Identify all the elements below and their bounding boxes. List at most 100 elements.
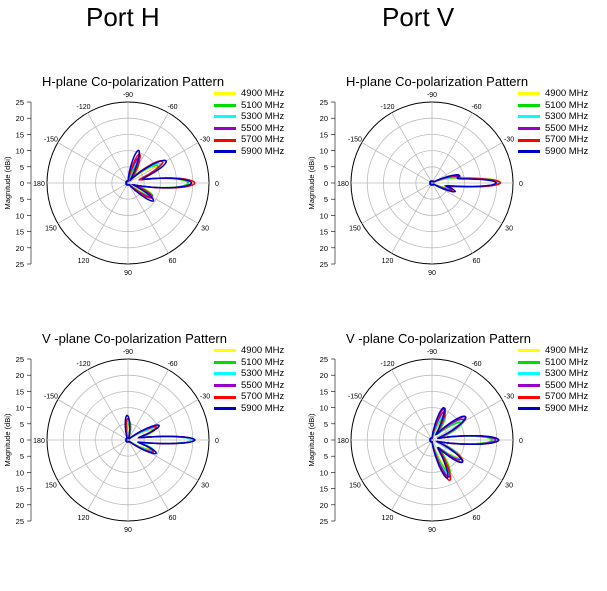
angle-label: 180 [337, 181, 349, 188]
legend-swatch [518, 127, 540, 131]
angle-label: 0 [519, 438, 523, 445]
r-tick-label: 10 [16, 147, 24, 156]
angle-label: -150 [44, 394, 58, 401]
angle-label: 60 [169, 515, 177, 522]
r-tick-label: 5 [324, 163, 328, 172]
legend-entry: 4900 MHz [518, 345, 588, 357]
panel-title: H-plane Co-polarization Pattern [42, 74, 225, 89]
angle-label: -90 [123, 92, 133, 99]
polar-plot: -90-60-300306090120150180-150-1202520151… [3, 92, 219, 277]
legend-entry: 5700 MHz [518, 134, 588, 146]
series-line [429, 406, 500, 479]
r-tick-label: 25 [320, 517, 328, 526]
angle-label: 150 [45, 226, 57, 233]
legend-label: 5700 MHz [545, 134, 589, 146]
r-tick-label: 15 [16, 130, 24, 139]
legend-swatch [518, 103, 540, 107]
polar-spoke [57, 399, 129, 441]
r-tick-label: 20 [320, 114, 328, 123]
angle-label: 150 [349, 226, 361, 233]
legend-label: 5300 MHz [545, 111, 589, 123]
legend-swatch [518, 349, 540, 353]
port-h-title: Port H [86, 2, 160, 32]
legend-label: 4900 MHz [545, 345, 589, 356]
angle-label: 120 [382, 258, 394, 265]
polar-spoke [127, 182, 199, 224]
polar-spoke [361, 142, 433, 184]
r-tick-label: 15 [320, 387, 328, 396]
r-tick-label: 25 [16, 355, 24, 364]
angle-label: 90 [428, 270, 436, 277]
angle-label: -150 [348, 394, 362, 401]
legend-label: 5900 MHz [545, 145, 589, 157]
series-line [125, 149, 193, 202]
polar-spoke [87, 182, 129, 254]
angle-label: 120 [78, 258, 90, 265]
r-tick-label: 5 [20, 420, 24, 429]
legend-label: 4900 MHz [241, 88, 285, 99]
panel-2: H-plane Co-polarization Pattern -90 -60 -3… [304, 74, 604, 334]
r-tick-label: 15 [16, 387, 24, 396]
legend-swatch [214, 150, 236, 154]
legend-entry: 4900 MHz [214, 345, 284, 357]
angle-label: 60 [473, 515, 481, 522]
angle-label: 180 [33, 438, 45, 445]
polar-plot: -90-60-300306090120150180-150-1202520151… [307, 92, 523, 277]
legend-entry: 5700 MHz [214, 134, 284, 146]
angle-label: -30 [200, 394, 210, 401]
r-tick-label: 15 [320, 485, 328, 494]
angle-label: -30 [504, 137, 514, 144]
legend-swatch [518, 115, 540, 119]
r-tick-label: 20 [16, 114, 24, 123]
angle-label: 30 [505, 226, 513, 233]
legend: 4900 MHz 5100 MHz 5300 MHz 5500 MHz 5700 MHz… [214, 88, 284, 158]
polar-spoke [127, 182, 169, 254]
angle-label: -30 [504, 394, 514, 401]
r-tick-label: 10 [16, 404, 24, 413]
legend-label: 5700 MHz [545, 391, 589, 403]
angle-label: -120 [76, 104, 90, 111]
r-tick-label: 5 [20, 163, 24, 172]
angle-label: 0 [215, 438, 219, 445]
r-tick-label: 5 [20, 452, 24, 461]
legend-label: 5100 MHz [545, 356, 589, 368]
panel-3: V -plane Co-polarization Pattern -90 -60 -… [0, 331, 300, 591]
polar-spoke [361, 439, 433, 481]
polar-spoke [431, 399, 503, 441]
r-tick-label: 15 [16, 485, 24, 494]
panel-title: H-plane Co-polarization Pattern [346, 74, 529, 89]
legend-label: 5900 MHz [545, 402, 589, 414]
legend-swatch [518, 395, 540, 399]
angle-label: -90 [123, 349, 133, 356]
angle-label: -90 [427, 349, 437, 356]
r-tick-label: 10 [320, 211, 328, 220]
angle-label: -30 [200, 137, 210, 144]
polar-plot: -90-60-300306090120150180-150-1202520151… [307, 349, 523, 534]
legend: 4900 MHz 5100 MHz 5300 MHz 5500 MHz 5700 MHz… [518, 345, 588, 415]
r-tick-label: 20 [320, 244, 328, 253]
polar-spoke [391, 439, 433, 511]
legend-swatch [518, 150, 540, 154]
series-line [429, 174, 498, 193]
r-tick-label: 20 [16, 244, 24, 253]
r-tick-label: 5 [324, 420, 328, 429]
legend-entry: 5900 MHz [214, 146, 284, 158]
r-tick-label: 0 [324, 179, 328, 188]
legend-label: 5700 MHz [241, 134, 285, 146]
angle-label: 90 [428, 527, 436, 534]
legend-entry: 5500 MHz [518, 380, 588, 392]
legend-swatch [518, 407, 540, 411]
legend-swatch [518, 384, 540, 388]
legend-swatch [214, 395, 236, 399]
angle-label: 30 [201, 226, 209, 233]
legend-entry: 5100 MHz [518, 100, 588, 112]
polar-spoke [87, 369, 129, 441]
angle-label: 30 [201, 483, 209, 490]
polar-spoke [57, 182, 129, 224]
angle-label: 150 [349, 483, 361, 490]
angle-label: 180 [33, 181, 45, 188]
y-axis-label: Magnitude (dBi) [3, 413, 12, 466]
legend-entry: 5300 MHz [518, 368, 588, 380]
legend-entry: 5500 MHz [214, 123, 284, 135]
r-tick-label: 0 [20, 179, 24, 188]
